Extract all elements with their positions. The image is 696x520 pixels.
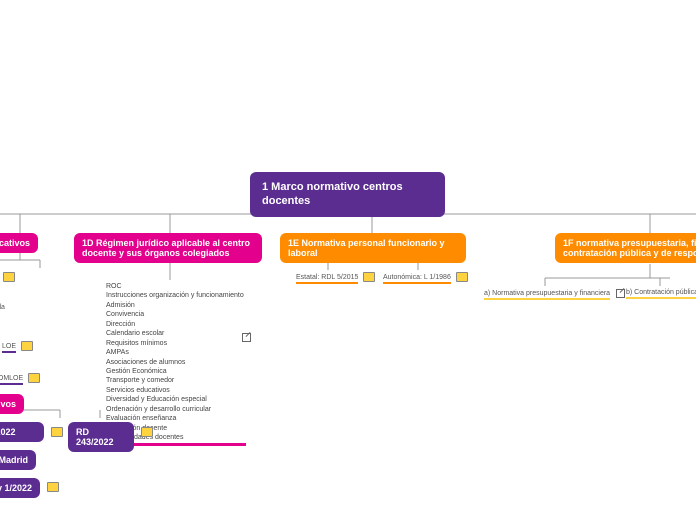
list-item: Transporte y comedor bbox=[106, 376, 246, 385]
list-item: Calendario escolar bbox=[106, 329, 246, 338]
list-item: Requisitos mínimos bbox=[106, 339, 246, 348]
node-1d[interactable]: 1D Régimen jurídico aplicable al centro … bbox=[74, 233, 262, 263]
e-estatal-label: Estatal: RDL 5/2015 bbox=[296, 274, 358, 284]
doc-icon bbox=[47, 482, 59, 492]
list-item: Instrucciones organización y funcionamie… bbox=[106, 291, 246, 300]
left-partial-b[interactable]: ativos bbox=[0, 394, 24, 414]
external-link-icon bbox=[242, 333, 251, 342]
left-partial-a[interactable]: ducativos bbox=[0, 233, 38, 253]
left-partial-b-label: ativos bbox=[0, 399, 16, 409]
list-item: AMPAs bbox=[106, 348, 246, 357]
list-item: Admisión bbox=[106, 301, 246, 310]
node-1e-label: 1E Normativa personal funcionario y labo… bbox=[288, 238, 445, 258]
left-small-loe[interactable]: LOE bbox=[2, 341, 33, 351]
root-title: 1 Marco normativo centros docentes bbox=[262, 181, 403, 207]
doc-icon bbox=[28, 373, 40, 383]
left-p27-label: 27 de la bbox=[0, 304, 5, 311]
f-a-label: a) Normativa presupuestaria y financiera bbox=[484, 290, 610, 300]
list-item: Convivencia bbox=[106, 310, 246, 319]
list-item: ROC bbox=[106, 282, 246, 291]
node-1f[interactable]: 1F normativa presupuestaria, finan contr… bbox=[555, 233, 696, 263]
doc-icon bbox=[363, 272, 375, 282]
bottom-node-rd243[interactable]: RD 243/2022 bbox=[68, 422, 134, 452]
external-link-icon bbox=[616, 289, 625, 298]
f-sub-a[interactable]: a) Normativa presupuestaria y financiera bbox=[484, 289, 625, 298]
e-auton-label: Autonómica: L 1/1986 bbox=[383, 274, 451, 284]
doc-icon bbox=[141, 427, 153, 437]
bottom-rd243-label: RD 243/2022 bbox=[76, 427, 114, 447]
list-item: Gestión Económica bbox=[106, 367, 246, 376]
doc-icon bbox=[51, 427, 63, 437]
bottom-node-madrid[interactable]: de Madrid bbox=[0, 450, 36, 470]
left-lomloe-label: LOMLOE bbox=[0, 375, 23, 385]
bottom-217-label: 217/2022 bbox=[0, 427, 16, 437]
f-b-label: b) Contratación pública bbox=[626, 289, 696, 299]
doc-icon bbox=[3, 272, 15, 282]
f-sub-b[interactable]: b) Contratación pública bbox=[626, 289, 696, 296]
node-1d-label: 1D Régimen jurídico aplicable al centro … bbox=[82, 238, 250, 258]
list-item: Diversidad y Educación especial bbox=[106, 395, 246, 404]
left-small-p27: 27 de la bbox=[0, 304, 5, 311]
node-1e[interactable]: 1E Normativa personal funcionario y labo… bbox=[280, 233, 466, 263]
left-small-lomloe[interactable]: LOMLOE bbox=[0, 373, 40, 383]
e-sub-auton[interactable]: Autonómica: L 1/1986 bbox=[383, 272, 468, 282]
root-node[interactable]: 1 Marco normativo centros docentes bbox=[250, 172, 445, 217]
bottom-node-y12022[interactable]: y 1/2022 bbox=[0, 478, 40, 498]
left-loe-label: LOE bbox=[2, 343, 16, 353]
e-sub-estatal[interactable]: Estatal: RDL 5/2015 bbox=[296, 272, 375, 282]
list-item: Servicios educativos bbox=[106, 386, 246, 395]
bottom-madrid-label: de Madrid bbox=[0, 455, 28, 465]
left-partial-a-label: ducativos bbox=[0, 238, 30, 248]
list-item: Asociaciones de alumnos bbox=[106, 358, 246, 367]
doc-icon bbox=[21, 341, 33, 351]
left-small-rs: rs bbox=[0, 272, 15, 282]
list-item: Ordenación y desarrollo curricular bbox=[106, 405, 246, 414]
doc-icon bbox=[456, 272, 468, 282]
bottom-node-217[interactable]: 217/2022 bbox=[0, 422, 44, 442]
bottom-y12022-label: y 1/2022 bbox=[0, 483, 32, 493]
node-1f-label: 1F normativa presupuestaria, finan contr… bbox=[563, 238, 696, 258]
list-item: Dirección bbox=[106, 320, 246, 329]
